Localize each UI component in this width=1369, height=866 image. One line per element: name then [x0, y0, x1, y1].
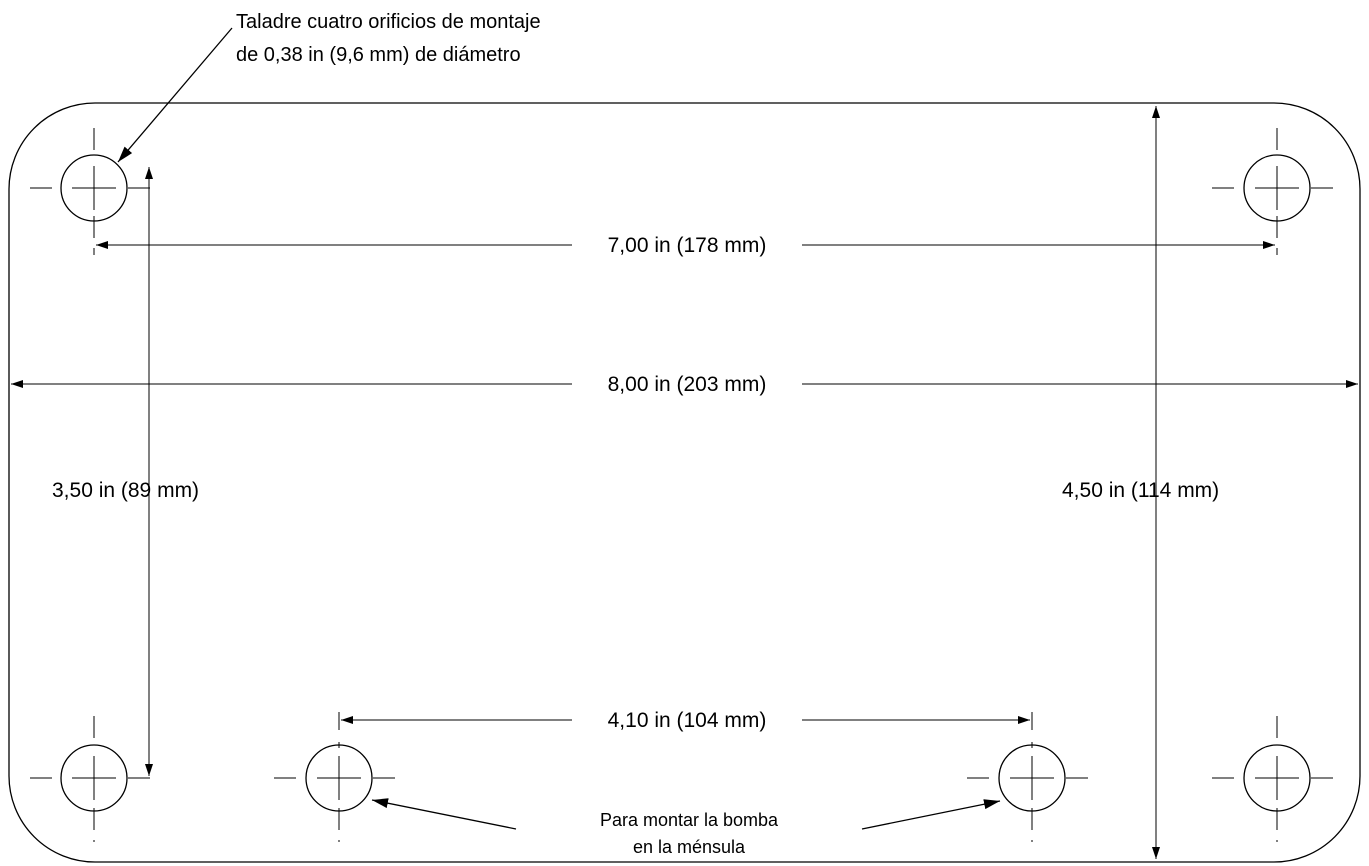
drill-note-line-1: Taladre cuatro orificios de montaje	[236, 11, 541, 33]
label-overall-width: 8,00 in (203 mm)	[608, 373, 767, 396]
drill-note-line-2: de 0,38 in (9,6 mm) de diámetro	[236, 44, 521, 66]
pump-hole-bottom-left	[274, 742, 404, 842]
pump-hole-bottom-right	[967, 742, 1097, 842]
mounting-hole-top-right	[1212, 128, 1342, 255]
pump-note-line-1: Para montar la bomba	[600, 810, 779, 830]
pump-note-leader-arrow-right	[861, 799, 1001, 830]
mounting-hole-top-left	[30, 128, 158, 255]
mounting-hole-bottom-right	[1212, 716, 1342, 842]
mounting-plate-outline	[8, 102, 1361, 863]
dimension-bottom-hole-spacing	[338, 712, 1033, 730]
label-top-hole-spacing: 7,00 in (178 mm)	[608, 234, 767, 257]
label-overall-height: 4,50 in (114 mm)	[1062, 479, 1219, 502]
label-bottom-hole-spacing: 4,10 in (104 mm)	[608, 709, 767, 732]
pump-note-leader-arrow-left	[371, 798, 517, 830]
label-vertical-hole-spacing: 3,50 in (89 mm)	[52, 479, 199, 502]
drill-note-leader-arrow	[117, 27, 233, 163]
pump-note-line-2: en la ménsula	[633, 837, 746, 857]
mounting-hole-bottom-left	[30, 716, 158, 842]
